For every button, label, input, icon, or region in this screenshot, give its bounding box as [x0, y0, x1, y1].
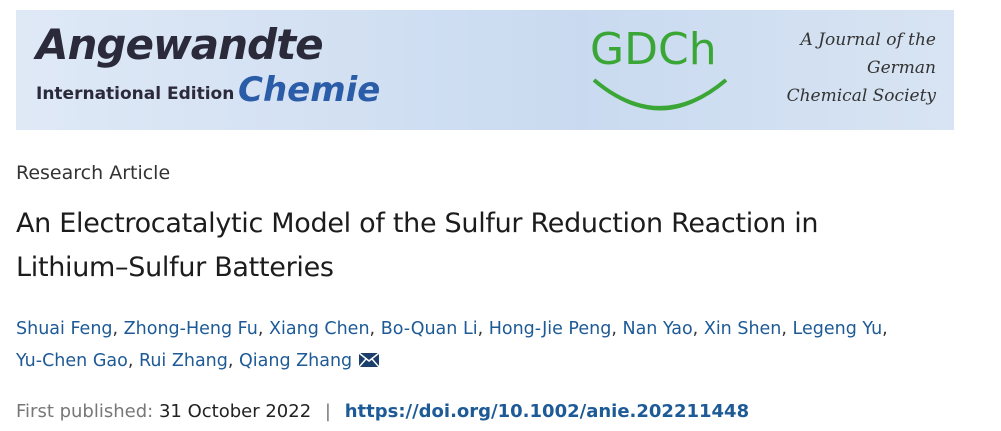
author-separator: ,: [611, 319, 617, 339]
author-separator: ,: [227, 351, 234, 371]
tagline: A Journal of the German Chemical Society: [776, 26, 936, 110]
author-name[interactable]: Xiang Chen: [269, 319, 370, 339]
author-name[interactable]: Hong-Jie Peng: [488, 319, 612, 339]
published-label: First published:: [16, 401, 154, 422]
journal-name: Angewandte: [36, 20, 324, 69]
author-name[interactable]: Zhong-Heng Fu: [123, 319, 258, 339]
author-row: Shuai Feng, Zhong-Heng Fu, Xiang Chen, B…: [16, 319, 888, 339]
tagline-line: Chemical Society: [786, 86, 936, 106]
author-name[interactable]: Nan Yao: [622, 319, 693, 339]
publication-info: First published: 31 October 2022 | https…: [16, 401, 749, 422]
author-name[interactable]: Yu-Chen Gao: [16, 351, 128, 371]
author-row: Yu-Chen Gao, Rui Zhang, Qiang Zhang: [16, 351, 380, 371]
journal-edition: International Edition: [36, 84, 235, 104]
author-separator: ,: [369, 319, 376, 339]
divider: |: [324, 401, 331, 422]
author-separator: ,: [257, 319, 264, 339]
doi-link[interactable]: https://doi.org/10.1002/anie.202211448: [344, 401, 750, 422]
author-name[interactable]: Shuai Feng: [16, 319, 113, 339]
author-separator: ,: [882, 319, 888, 339]
author-name[interactable]: Legeng Yu: [792, 319, 883, 339]
article-title: An Electrocatalytic Model of the Sulfur …: [16, 208, 819, 239]
author-separator: ,: [781, 319, 787, 339]
published-date: 31 October 2022: [158, 401, 312, 422]
author-separator: ,: [477, 319, 484, 339]
email-icon[interactable]: [358, 352, 380, 368]
author-name[interactable]: Xin Shen: [703, 319, 782, 339]
journal-banner[interactable]: Angewandte International Edition Chemie …: [16, 10, 954, 130]
tagline-line: German: [867, 58, 936, 78]
author-separator: ,: [692, 319, 699, 339]
journal-subtitle: Chemie: [238, 70, 381, 110]
author-separator: ,: [112, 319, 119, 339]
author-name[interactable]: Rui Zhang: [138, 351, 228, 371]
article-title: Lithium–Sulfur Batteries: [16, 252, 334, 283]
logo-arc: [592, 78, 728, 111]
author-name[interactable]: Bo-Quan Li: [380, 319, 478, 339]
tagline-line: A Journal of the: [800, 30, 936, 50]
author-separator: ,: [127, 351, 134, 371]
society-logo: GDCh: [590, 24, 717, 75]
article-type: Research Article: [16, 162, 171, 184]
author-name[interactable]: Qiang Zhang: [239, 351, 353, 371]
